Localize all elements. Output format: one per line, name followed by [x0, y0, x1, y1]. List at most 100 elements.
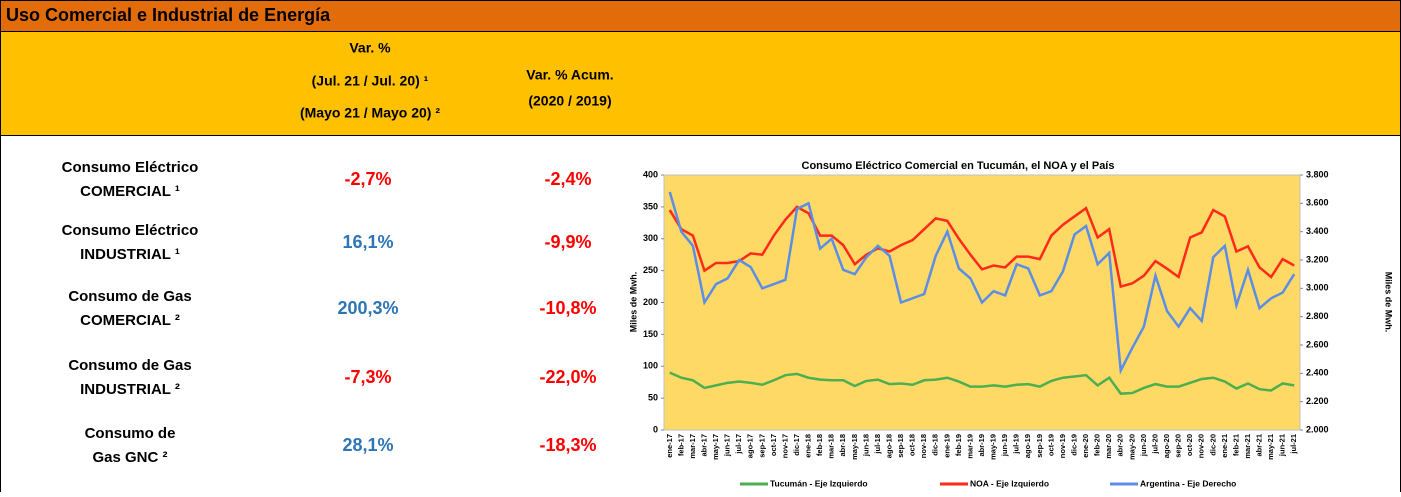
y-tick-label: 350	[643, 201, 658, 211]
y-tick-label: 400	[643, 169, 658, 179]
x-tick-label: ene-21	[1220, 434, 1229, 458]
title-bar	[0, 0, 1401, 32]
x-tick-label: dic-18	[931, 434, 940, 456]
x-tick-label: ago-19	[1023, 434, 1032, 458]
var-value: 200,3%	[337, 298, 398, 318]
x-tick-label: jun-21	[1278, 434, 1287, 457]
acum-value: -10,8%	[539, 298, 596, 318]
x-tick-label: jul-17	[734, 434, 743, 455]
x-tick-label: ene-19	[942, 434, 951, 458]
var-value: -2,7%	[344, 169, 391, 189]
x-tick-label: feb-17	[676, 434, 685, 456]
x-tick-label: oct-20	[1185, 434, 1194, 456]
y2-tick-label: 2.600	[1306, 339, 1329, 349]
x-tick-label: ago-20	[1162, 434, 1171, 458]
x-tick-label: abr-20	[1116, 434, 1125, 457]
var-value: -7,3%	[344, 367, 391, 387]
x-tick-label: dic-19	[1069, 434, 1078, 456]
x-tick-label: jul-19	[1012, 434, 1021, 455]
x-tick-label: oct-17	[769, 434, 778, 456]
x-tick-label: may-17	[711, 434, 720, 460]
y2-axis-label: Miles de Mwh.	[1384, 272, 1394, 333]
row-label: COMERCIAL ²	[80, 312, 180, 329]
y2-tick-label: 3.200	[1306, 254, 1329, 264]
var-value: 28,1%	[342, 435, 393, 455]
y-tick-label: 150	[643, 329, 658, 339]
y2-tick-label: 2.000	[1306, 424, 1329, 434]
x-tick-label: ago-18	[884, 434, 893, 458]
x-tick-label: jul-20	[1150, 434, 1159, 455]
x-tick-label: may-20	[1127, 434, 1136, 460]
acum-value: -18,3%	[539, 435, 596, 455]
x-tick-label: mar-17	[688, 434, 697, 459]
x-tick-label: ago-17	[746, 434, 755, 458]
x-tick-label: nov-18	[919, 434, 928, 458]
y2-tick-label: 3.600	[1306, 198, 1329, 208]
x-tick-label: sep-19	[1035, 434, 1044, 458]
row-label: Consumo de Gas	[68, 357, 191, 374]
x-tick-label: feb-19	[954, 434, 963, 456]
x-tick-label: jun-18	[861, 434, 870, 457]
header-col2: (2020 / 2019)	[528, 93, 611, 109]
x-tick-label: jun-19	[1000, 434, 1009, 457]
header-col1: Var. %	[349, 40, 391, 56]
x-tick-label: abr-19	[977, 434, 986, 457]
y2-tick-label: 2.800	[1306, 311, 1329, 321]
x-tick-label: sep-17	[757, 434, 766, 458]
acum-value: -2,4%	[544, 169, 591, 189]
header-bar	[0, 31, 1401, 136]
x-tick-label: jul-18	[873, 434, 882, 455]
x-tick-label: oct-18	[908, 434, 917, 456]
x-tick-label: ene-17	[665, 434, 674, 458]
row-label: Consumo de	[85, 425, 176, 442]
x-tick-label: feb-18	[815, 434, 824, 456]
acum-value: -22,0%	[539, 367, 596, 387]
x-tick-label: jun-17	[723, 434, 732, 457]
x-tick-label: jun-20	[1139, 434, 1148, 457]
x-tick-label: oct-19	[1046, 434, 1055, 456]
header-col2: Var. % Acum.	[526, 67, 613, 83]
y2-tick-label: 3.800	[1306, 169, 1329, 179]
title: Uso Comercial e Industrial de Energía	[6, 5, 331, 25]
y-tick-label: 50	[648, 393, 658, 403]
acum-value: -9,9%	[544, 232, 591, 252]
y-tick-label: 300	[643, 233, 658, 243]
chart-title: Consumo Eléctrico Comercial en Tucumán, …	[802, 160, 1115, 172]
header-col1: (Jul. 21 / Jul. 20) ¹	[312, 73, 429, 89]
y2-tick-label: 3.000	[1306, 283, 1329, 293]
y-tick-label: 0	[653, 424, 658, 434]
x-tick-label: nov-19	[1058, 434, 1067, 458]
x-tick-label: nov-20	[1197, 434, 1206, 458]
x-tick-label: may-21	[1266, 434, 1275, 460]
x-tick-label: mar-18	[827, 434, 836, 459]
x-tick-label: mar-21	[1243, 434, 1252, 459]
y-tick-label: 200	[643, 297, 658, 307]
row-label: COMERCIAL ¹	[80, 183, 180, 200]
series-line	[668, 205, 1295, 289]
header-col1: (Mayo 21 / Mayo 20) ²	[300, 105, 440, 121]
y2-tick-label: 2.200	[1306, 396, 1329, 406]
row-label: INDUSTRIAL ²	[80, 381, 180, 398]
x-tick-label: jul-21	[1289, 434, 1298, 455]
x-tick-label: feb-21	[1231, 434, 1240, 456]
series-line	[669, 371, 1295, 395]
x-tick-label: feb-20	[1093, 434, 1102, 456]
row-label: Consumo de Gas	[68, 288, 191, 305]
x-tick-label: may-19	[989, 434, 998, 460]
x-tick-label: abr-18	[838, 434, 847, 457]
x-tick-label: ene-18	[804, 434, 813, 458]
x-tick-label: dic-17	[792, 434, 801, 456]
y-tick-label: 100	[643, 361, 658, 371]
x-tick-label: dic-20	[1208, 434, 1217, 456]
row-label: Consumo Eléctrico	[62, 222, 199, 239]
row-label: INDUSTRIAL ¹	[80, 246, 180, 263]
x-tick-label: ene-20	[1081, 434, 1090, 458]
x-tick-label: mar-19	[965, 434, 974, 459]
legend-label: Argentina - Eje Derecho	[1140, 478, 1236, 488]
x-tick-label: mar-20	[1104, 434, 1113, 459]
var-value: 16,1%	[342, 232, 393, 252]
y2-tick-label: 2.400	[1306, 368, 1329, 378]
legend-label: Tucumán - Eje Izquierdo	[770, 478, 868, 488]
x-tick-label: sep-20	[1174, 434, 1183, 458]
